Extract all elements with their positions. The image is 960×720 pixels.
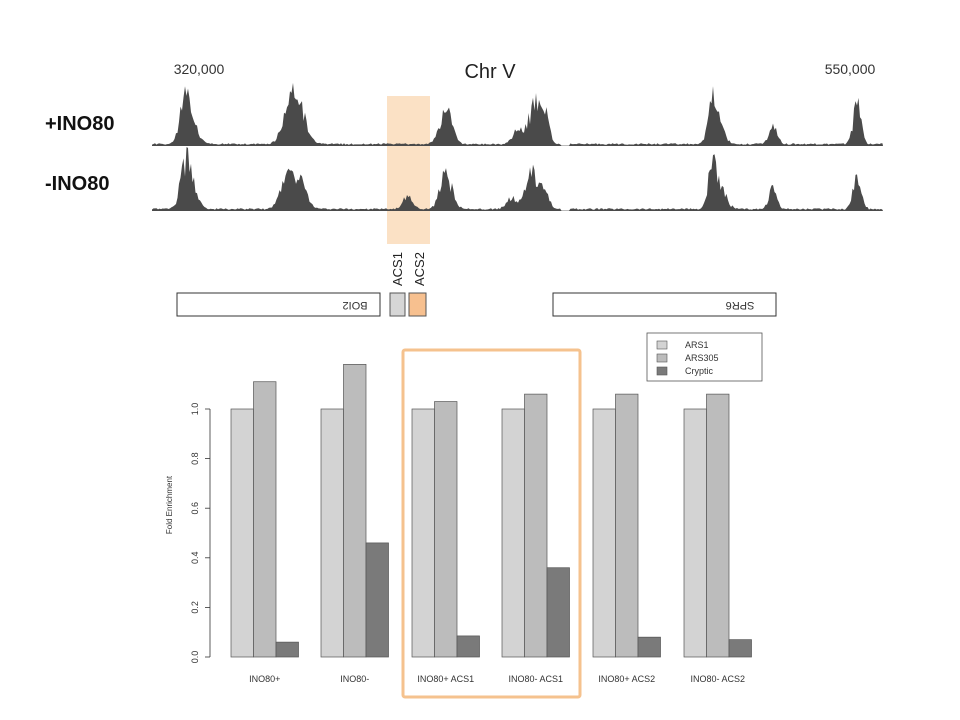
gene-label-boi2: BOI2	[342, 299, 367, 311]
legend-swatch-ars305	[656, 353, 668, 363]
y-tick-label: 1.0	[190, 403, 200, 416]
highlight-box-acs1	[401, 348, 582, 699]
track-label-plus-ino80: +INO80	[45, 113, 114, 135]
x-axis-labels: INO80+ INO80- INO80+ ACS1 INO80- ACS1 INO80+…	[249, 674, 745, 684]
x-tick-label: INO80- ACS2	[690, 674, 745, 684]
x-tick-label: INO80+ ACS1	[417, 674, 474, 684]
chromosome-label: Chr V	[464, 61, 516, 83]
legend: ARS1 ARS305 Cryptic	[646, 332, 763, 382]
bar-cryptic	[275, 641, 299, 658]
legend-label-ars305: ARS305	[685, 353, 719, 363]
bar-ars1	[501, 408, 525, 658]
track-label-minus-ino80: -INO80	[45, 173, 109, 195]
start-coordinate-label: 320,000	[174, 61, 225, 77]
bar-ars305	[706, 393, 730, 658]
acs2-label: ACS2	[412, 252, 427, 286]
bar-ars305	[253, 381, 277, 658]
bar-ars1	[592, 408, 616, 658]
y-tick-label: 0.2	[190, 601, 200, 614]
legend-label-ars1: ARS1	[685, 340, 709, 350]
x-tick-label: INO80+	[249, 674, 280, 684]
x-tick-label: INO80+ ACS2	[598, 674, 655, 684]
acs-highlight-region	[387, 96, 430, 244]
bar-ars305	[343, 364, 367, 658]
bar-cryptic	[546, 567, 570, 658]
bar-cryptic	[365, 542, 389, 658]
bar-chart: 0.0 0.2 0.4 0.6 0.8 1.0 Fold Enrichment INO80…	[165, 332, 763, 699]
acs1-box	[389, 292, 406, 317]
bar-cryptic	[728, 639, 752, 658]
bar-ars1	[230, 408, 254, 658]
y-tick-label: 0.8	[190, 452, 200, 465]
bars	[230, 364, 752, 658]
acs2-box	[408, 292, 427, 317]
track-signal-minus-ino80	[152, 147, 883, 211]
genome-tracks: 320,000 Chr V 550,000 +INO80 -INO80 ACS1…	[45, 61, 883, 317]
bar-ars1	[683, 408, 707, 658]
track-signal-plus-ino80	[152, 82, 883, 146]
bar-cryptic	[456, 635, 480, 658]
bar-cryptic	[637, 636, 661, 658]
bar-ars305	[434, 401, 458, 658]
legend-swatch-ars1	[656, 340, 668, 350]
legend-swatch-cryptic	[656, 366, 668, 376]
gene-box-boi2	[176, 292, 381, 317]
x-tick-label: INO80-	[340, 674, 369, 684]
acs1-label: ACS1	[390, 252, 405, 286]
gene-box-spr6	[552, 292, 777, 317]
x-tick-label: INO80- ACS1	[508, 674, 563, 684]
bar-ars305	[615, 393, 639, 658]
bar-ars305	[524, 393, 548, 658]
gene-label-spr6: SPR6	[726, 299, 755, 311]
y-axis: 0.0 0.2 0.4 0.6 0.8 1.0	[190, 403, 211, 664]
y-tick-label: 0.4	[190, 552, 200, 565]
bar-ars1	[411, 408, 435, 658]
y-tick-label: 0.6	[190, 502, 200, 515]
y-axis-label: Fold Enrichment	[165, 475, 174, 534]
legend-label-cryptic: Cryptic	[685, 366, 714, 376]
y-tick-label: 0.0	[190, 651, 200, 664]
end-coordinate-label: 550,000	[825, 61, 876, 77]
bar-ars1	[320, 408, 344, 658]
